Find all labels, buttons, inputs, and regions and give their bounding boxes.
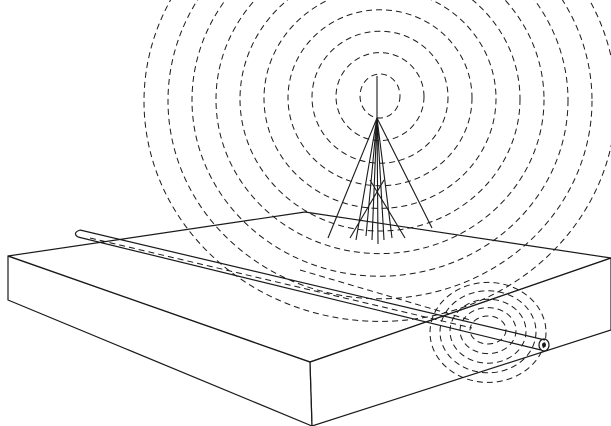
projection-lines (89, 237, 473, 329)
tower-guy-line (376, 117, 393, 239)
tower-guy-line (371, 117, 378, 241)
induced-field-ring (429, 281, 547, 383)
antenna-wave-ring (287, 9, 473, 187)
transmitter-tower (327, 76, 433, 245)
tower-guy-line (376, 117, 433, 229)
antenna-wave-ring (191, 0, 569, 277)
antenna-wave-ring (359, 73, 401, 119)
tower-guy-line (355, 117, 378, 241)
conductor-left-end (74, 229, 81, 238)
induced-field-ring (459, 307, 517, 355)
induced-field-ring (469, 315, 507, 345)
projection-line (89, 237, 473, 329)
buried-conductor (74, 229, 550, 352)
tower-guy-line (365, 117, 378, 237)
conductor-lower-edge (77, 236, 542, 351)
conductor-right-end (538, 338, 550, 352)
induced-field-rings (429, 281, 547, 383)
slab-front-face (7, 255, 313, 426)
tower-guy-line (376, 117, 385, 241)
antenna-wave-ring (335, 52, 425, 142)
ground-slab (7, 211, 611, 426)
antenna-wave-ring (167, 0, 593, 300)
tower-cross-line (349, 179, 385, 239)
induced-field-ring (449, 298, 527, 364)
antenna-wave-ring (263, 0, 497, 209)
induced-field-ring (439, 290, 537, 374)
antenna-wave-ring (239, 0, 521, 232)
tower-guy-line (327, 117, 378, 239)
conductor-upper-edge (79, 229, 546, 341)
tower-cross-line (369, 179, 406, 239)
slab-right-face (309, 257, 611, 426)
tower-guy-line (376, 117, 379, 245)
antenna-wave-ring (215, 0, 545, 255)
